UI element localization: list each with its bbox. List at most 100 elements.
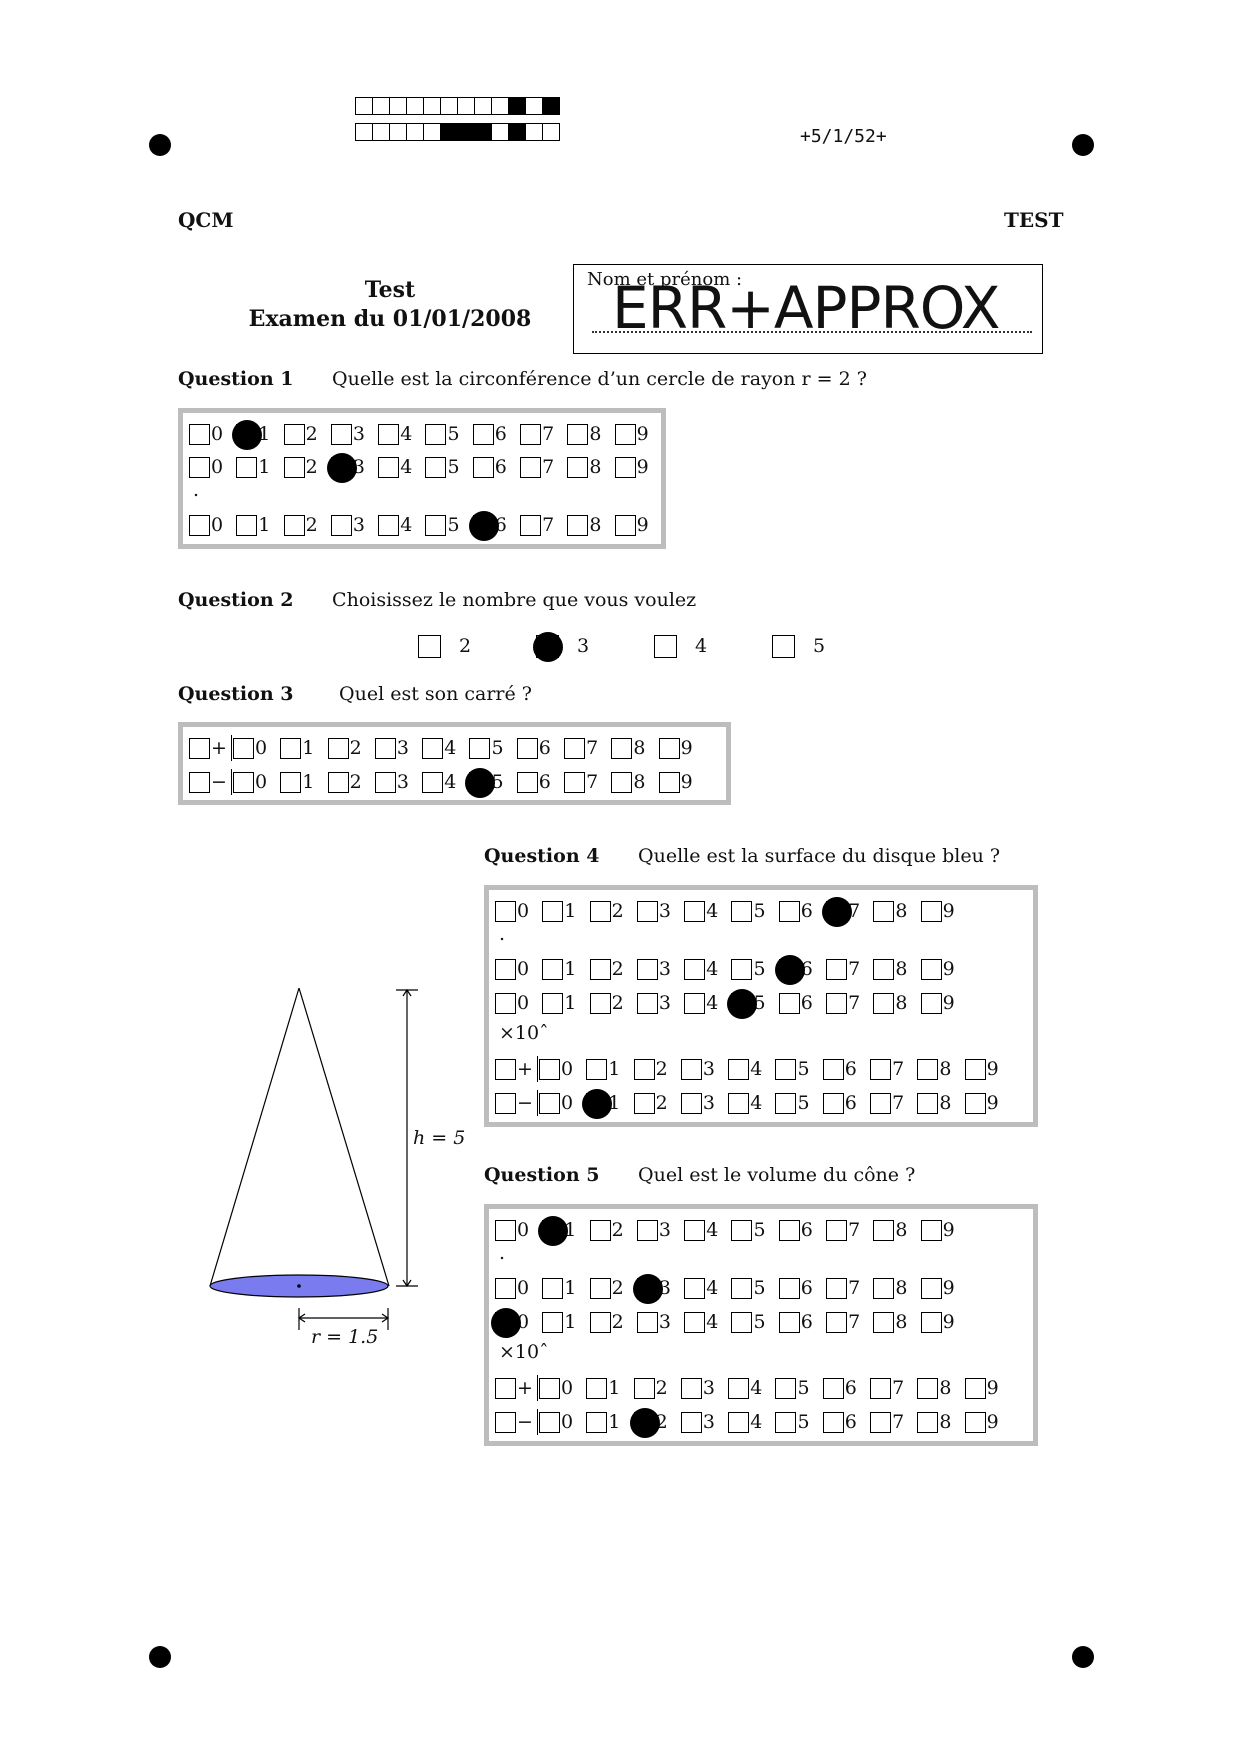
q3-checkbox-2[interactable] [327, 737, 349, 759]
q1-checkbox-4[interactable] [378, 456, 400, 478]
q3-option-9[interactable]: 9 [658, 737, 706, 759]
q5-exp-checkbox-8[interactable] [917, 1377, 939, 1399]
q4-option-8[interactable]: 8 [873, 900, 920, 922]
q5-exp-option-7[interactable]: 7 [870, 1377, 917, 1399]
q5-exp-option-2[interactable]: 2 [629, 1407, 681, 1438]
q4-exp-checkbox-7[interactable] [870, 1058, 892, 1080]
q4-exp-option-6[interactable]: 6 [822, 1058, 870, 1080]
q1-checkbox-0[interactable] [189, 514, 210, 536]
q3-checkbox-7[interactable] [564, 737, 586, 759]
q4-option-6[interactable]: 6 [774, 954, 826, 985]
q4-option-1[interactable]: 1 [542, 958, 589, 980]
q5-option-3[interactable]: 3 [636, 1219, 684, 1241]
q4-exp-option-7[interactable]: 7 [870, 1058, 917, 1080]
q5-option-6[interactable]: 6 [778, 1277, 826, 1299]
q5-option-5[interactable]: 5 [731, 1277, 778, 1299]
q5-option-9[interactable]: 9 [920, 1277, 968, 1299]
q1-checkbox-2[interactable] [283, 423, 305, 445]
q4-exp-sign-option[interactable]: + [495, 1056, 539, 1082]
q2-checkbox-4[interactable] [654, 635, 677, 658]
q4-checkbox-1[interactable] [542, 992, 564, 1014]
q4-exp-option-2[interactable]: 2 [633, 1058, 681, 1080]
q4-exp-checkbox-3[interactable] [680, 1058, 702, 1080]
q5-checkbox-5[interactable] [731, 1219, 753, 1241]
q1-checkbox-4[interactable] [378, 423, 400, 445]
q4-option-6[interactable]: 6 [778, 900, 826, 922]
q5-checkbox-6[interactable] [778, 1277, 800, 1299]
q5-checkbox-6[interactable] [778, 1219, 800, 1241]
q1-option-2[interactable]: 2 [283, 456, 331, 478]
q2-option-5[interactable]: 5 [772, 635, 825, 658]
q1-option-5[interactable]: 5 [425, 514, 472, 536]
q3-checkbox-5[interactable] [465, 767, 496, 798]
q4-exp-option-9[interactable]: 9 [964, 1058, 1012, 1080]
q5-checkbox-7[interactable] [826, 1277, 848, 1299]
q4-exp-checkbox-2[interactable] [633, 1058, 655, 1080]
q5-option-2[interactable]: 2 [589, 1219, 637, 1241]
q1-option-1[interactable]: 1 [236, 456, 283, 478]
q5-checkbox-3[interactable] [636, 1219, 658, 1241]
q4-option-5[interactable]: 5 [727, 988, 778, 1019]
q3-checkbox-3[interactable] [374, 771, 396, 793]
q4-exp-option-6[interactable]: 6 [822, 1092, 870, 1114]
name-box[interactable]: Nom et prénom : ERR+APPROX [573, 264, 1043, 354]
q5-checkbox-5[interactable] [731, 1311, 753, 1333]
q4-checkbox-4[interactable] [684, 958, 706, 980]
q4-option-1[interactable]: 1 [542, 992, 589, 1014]
q3-option-1[interactable]: 1 [280, 737, 327, 759]
q1-checkbox-6[interactable] [472, 423, 494, 445]
q4-option-2[interactable]: 2 [589, 958, 637, 980]
q5-checkbox-6[interactable] [778, 1311, 800, 1333]
q5-option-0[interactable]: 0 [495, 1219, 542, 1241]
q4-checkbox-3[interactable] [636, 900, 658, 922]
q1-option-5[interactable]: 5 [425, 456, 472, 478]
q5-exp-option-3[interactable]: 3 [680, 1411, 728, 1433]
q4-exp-checkbox-6[interactable] [822, 1092, 844, 1114]
q4-checkbox-2[interactable] [589, 900, 611, 922]
q4-exp-checkbox-0[interactable] [539, 1092, 560, 1114]
q5-exp-option-9[interactable]: 9 [964, 1377, 1012, 1399]
q4-checkbox-3[interactable] [636, 992, 658, 1014]
q3-checkbox-1[interactable] [280, 737, 302, 759]
q1-option-8[interactable]: 8 [567, 423, 614, 445]
q3-option-8[interactable]: 8 [611, 737, 658, 759]
q4-checkbox-5[interactable] [731, 958, 753, 980]
q5-exp-option-5[interactable]: 5 [775, 1377, 822, 1399]
q3-checkbox-4[interactable] [422, 737, 444, 759]
q4-exp-checkbox-8[interactable] [917, 1092, 939, 1114]
q3-option-2[interactable]: 2 [327, 737, 375, 759]
q5-option-3[interactable]: 3 [636, 1311, 684, 1333]
q3-option-5[interactable]: 5 [465, 767, 516, 798]
q4-checkbox-8[interactable] [873, 958, 895, 980]
q3-checkbox-6[interactable] [516, 737, 538, 759]
q4-checkbox-6[interactable] [778, 992, 800, 1014]
q4-option-4[interactable]: 4 [684, 958, 731, 980]
q5-checkbox-7[interactable] [826, 1219, 848, 1241]
q4-checkbox-1[interactable] [542, 900, 564, 922]
q5-option-2[interactable]: 2 [589, 1311, 637, 1333]
q5-option-4[interactable]: 4 [684, 1311, 731, 1333]
q5-exp-option-3[interactable]: 3 [680, 1377, 728, 1399]
q4-exp-option-3[interactable]: 3 [680, 1092, 728, 1114]
q3-checkbox-2[interactable] [327, 771, 349, 793]
q4-exp-option-0[interactable]: 0 [539, 1092, 586, 1114]
q3-option-3[interactable]: 3 [374, 737, 422, 759]
q4-checkbox-0[interactable] [495, 900, 516, 922]
q1-checkbox-3[interactable] [326, 452, 357, 483]
q5-exp-sign-option[interactable]: + [495, 1375, 539, 1401]
q1-checkbox-3[interactable] [330, 423, 352, 445]
q1-option-4[interactable]: 4 [378, 456, 425, 478]
q4-checkbox-8[interactable] [873, 900, 895, 922]
q4-exp-option-0[interactable]: 0 [539, 1058, 586, 1080]
q4-exp-checkbox-1[interactable] [582, 1088, 613, 1119]
q5-option-7[interactable]: 7 [826, 1277, 873, 1299]
q4-exp-checkbox-8[interactable] [917, 1058, 939, 1080]
q3-option-9[interactable]: 9 [658, 771, 706, 793]
q5-checkbox-0[interactable] [495, 1219, 516, 1241]
q4-option-3[interactable]: 3 [636, 900, 684, 922]
q1-option-3[interactable]: 3 [326, 452, 378, 483]
q4-option-9[interactable]: 9 [920, 958, 968, 980]
q4-exp-option-1[interactable]: 1 [582, 1088, 633, 1119]
q1-checkbox-8[interactable] [567, 423, 589, 445]
q1-checkbox-6[interactable] [472, 456, 494, 478]
